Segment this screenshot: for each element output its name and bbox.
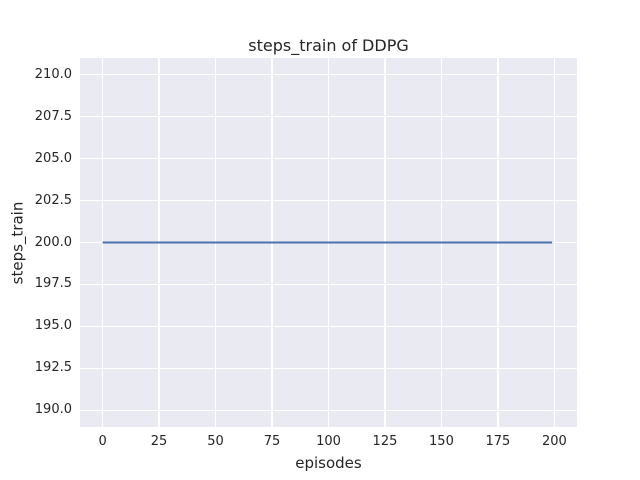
y-tick-label: 197.5 [34, 276, 72, 292]
v-gridline [553, 58, 555, 427]
x-tick-label: 25 [150, 434, 168, 449]
x-tick-label: 150 [429, 434, 454, 449]
x-tick-label: 175 [485, 434, 511, 449]
y-tick-label: 205.0 [34, 150, 72, 166]
y-tick-label: 195.0 [34, 318, 72, 334]
x-tick-label: 0 [98, 434, 107, 449]
y-tick-label: 190.0 [34, 402, 72, 418]
x-tick-label: 200 [541, 434, 567, 449]
x-tick-label: 125 [372, 434, 398, 449]
plot-area [80, 58, 577, 427]
x-tick-label: 50 [207, 434, 224, 449]
y-tick-label: 192.5 [34, 360, 72, 376]
line-series [102, 241, 553, 244]
x-axis-label: episodes [295, 454, 362, 472]
y-tick-label: 210.0 [34, 66, 72, 82]
y-tick-label: 202.5 [34, 192, 72, 208]
y-tick-label: 200.0 [34, 234, 72, 250]
x-tick-label: 100 [316, 434, 341, 449]
x-tick-label: 75 [263, 434, 281, 449]
v-gridline [101, 58, 104, 427]
chart-title: steps_train of DDPG [248, 36, 409, 55]
y-tick-label: 207.5 [34, 108, 72, 124]
